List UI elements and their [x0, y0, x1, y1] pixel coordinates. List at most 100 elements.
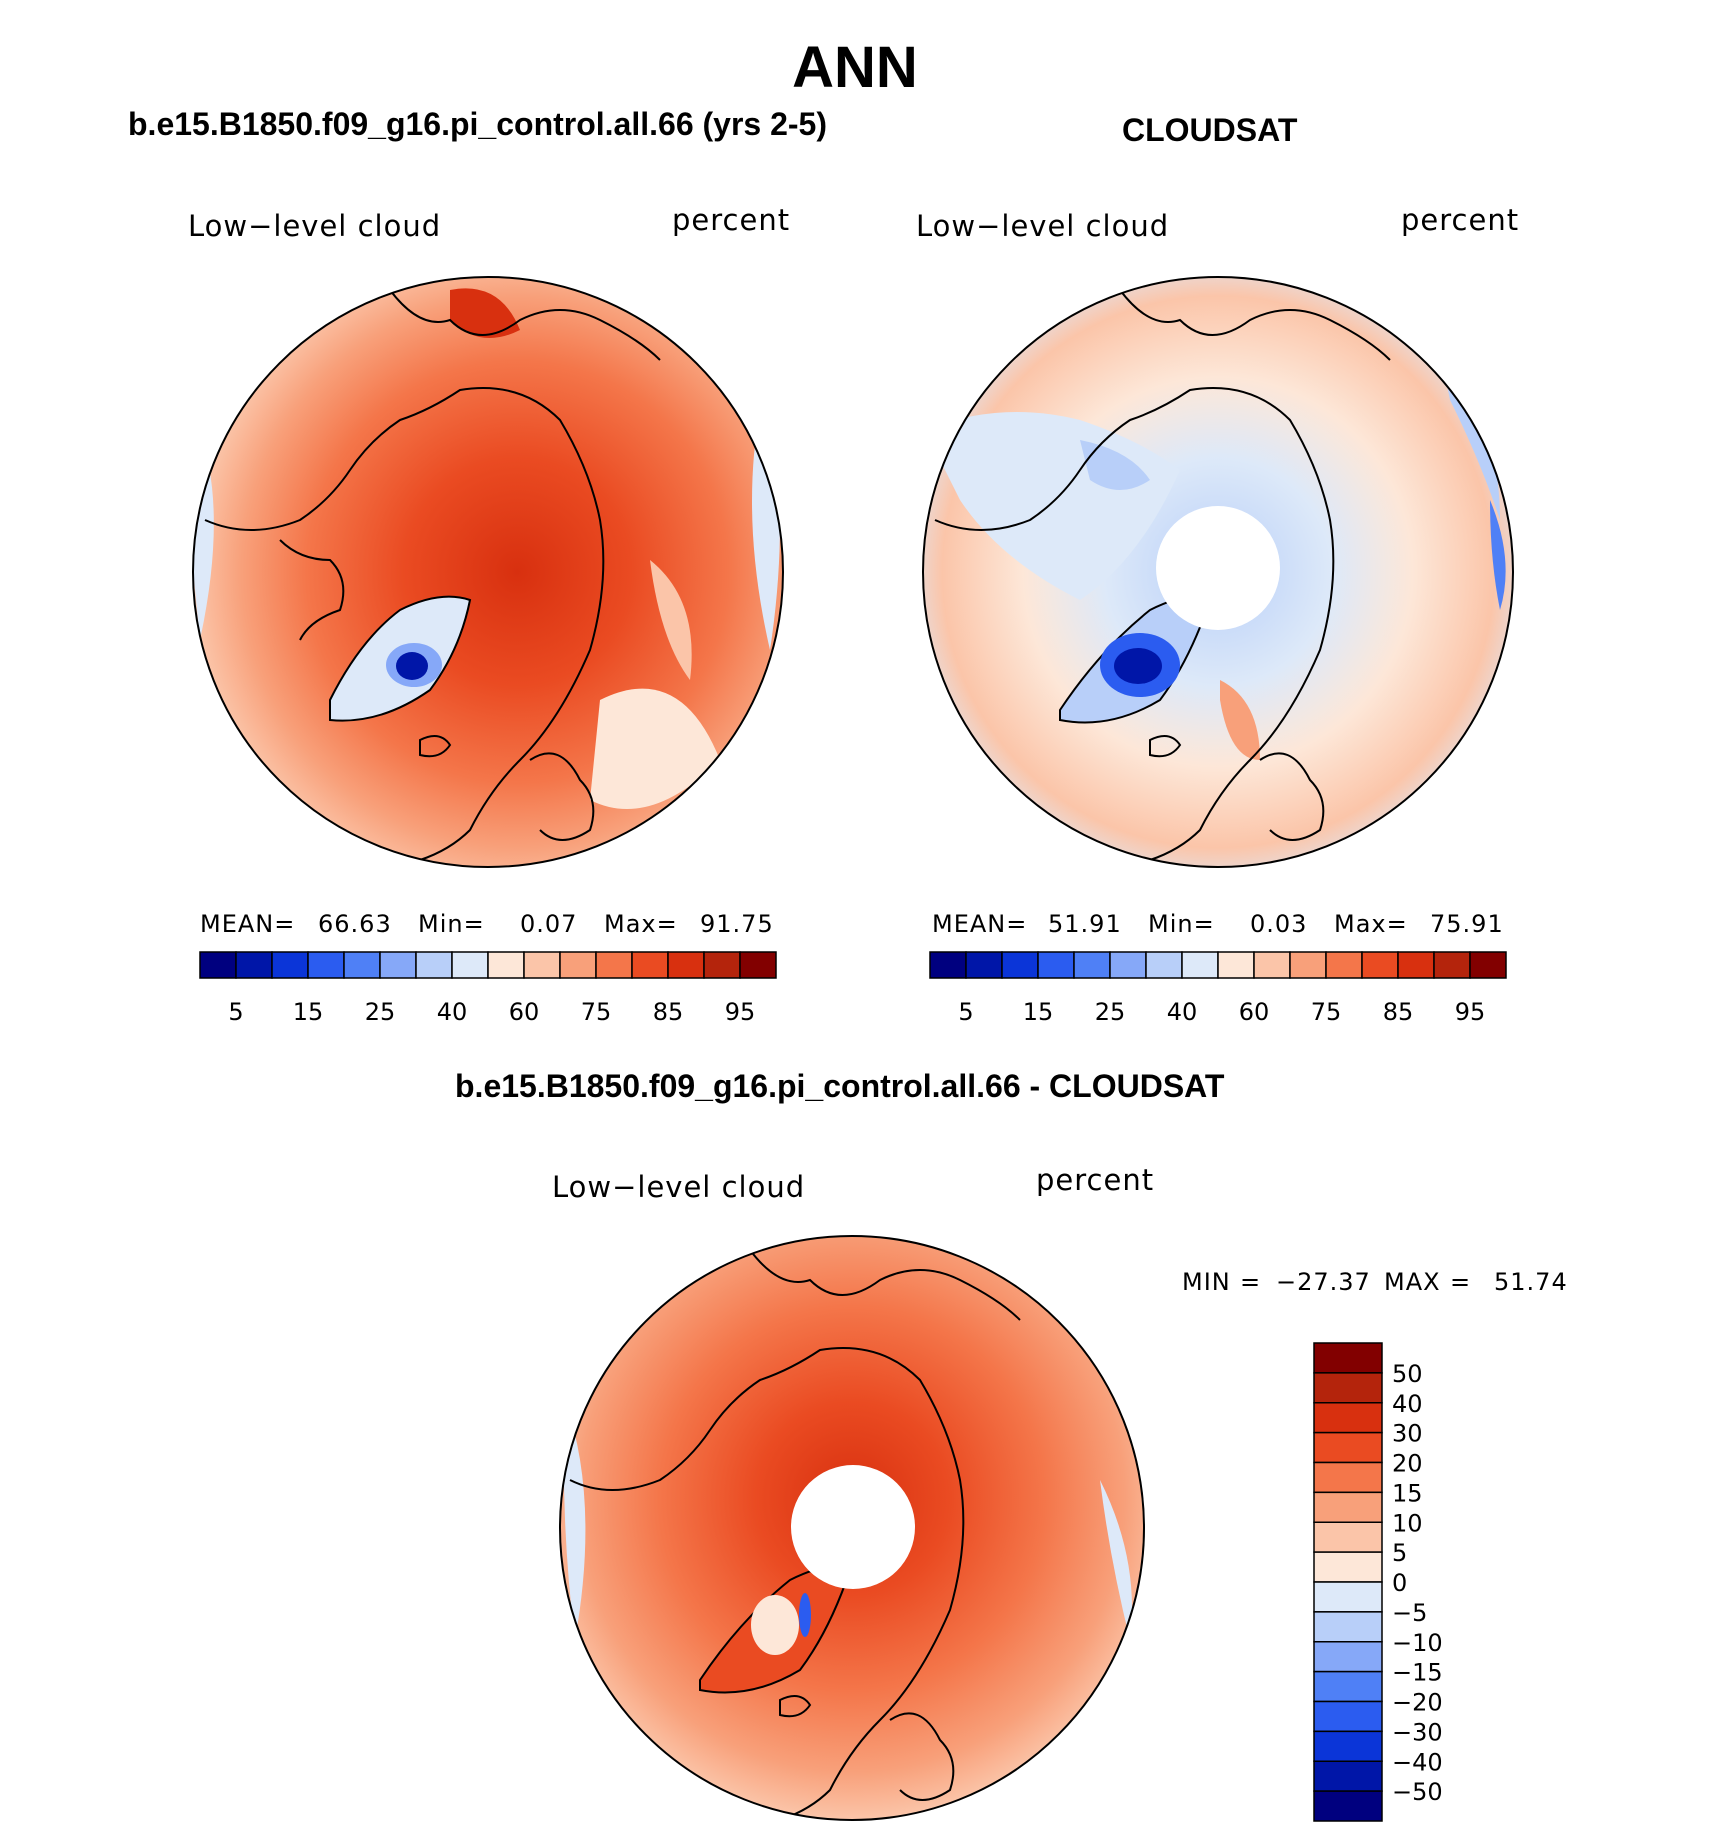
- cloudsat-colorbar-swatch: [1145, 951, 1183, 979]
- cloudsat-colorbar-swatch: [1109, 951, 1147, 979]
- model-colorbar-swatch: [415, 951, 453, 979]
- difference-units-label: percent: [1036, 1163, 1154, 1197]
- model-max-label: Max=: [604, 910, 678, 938]
- difference-colorbar-tick-label: 10: [1392, 1509, 1423, 1537]
- difference-colorbar-swatch: [1313, 1700, 1383, 1733]
- cloudsat-colorbar-tick-label: 5: [958, 998, 973, 1026]
- difference-colorbar-swatch: [1313, 1402, 1383, 1434]
- model-colorbar-swatch: [379, 951, 417, 979]
- model-panel-title: b.e15.B1850.f09_g16.pi_control.all.66 (y…: [128, 106, 827, 142]
- difference-variable-label: Low−level cloud: [552, 1170, 805, 1204]
- difference-stats: MIN = −27.37 MAX = 51.74: [1182, 1268, 1568, 1296]
- model-colorbar: 5 15 25 40 60 75 85 95: [199, 951, 777, 1026]
- model-mean-value: 66.63: [318, 910, 392, 938]
- cloudsat-min-label: Min=: [1148, 910, 1215, 938]
- cloudsat-colorbar-swatch: [1469, 951, 1507, 979]
- model-colorbar-swatch: [199, 951, 237, 979]
- difference-colorbar-swatch: [1313, 1491, 1383, 1523]
- model-colorbar-tick-label: 85: [653, 998, 684, 1026]
- model-colorbar-tick-label: 15: [293, 998, 324, 1026]
- cloudsat-colorbar-swatch: [1073, 951, 1111, 979]
- model-colorbar-swatch: [487, 951, 525, 979]
- model-colorbar-tick-label: 5: [228, 998, 243, 1026]
- difference-colorbar-tick-label: −15: [1392, 1659, 1443, 1687]
- cloudsat-colorbar-swatch: [929, 951, 967, 979]
- cloudsat-colorbar-tick-label: 60: [1239, 998, 1270, 1026]
- cloudsat-max-label: Max=: [1334, 910, 1408, 938]
- model-colorbar-swatch: [307, 951, 345, 979]
- model-min-value: 0.07: [520, 910, 577, 938]
- model-colorbar-swatch: [343, 951, 381, 979]
- model-mean-label: MEAN=: [200, 910, 295, 938]
- model-colorbar-tick-label: 25: [365, 998, 396, 1026]
- model-colorbar-swatch: [631, 951, 669, 979]
- cloudsat-colorbar-swatch: [1361, 951, 1399, 979]
- model-colorbar-tick-label: 95: [725, 998, 756, 1026]
- figure-title: ANN: [792, 35, 918, 100]
- cloudsat-mean-value: 51.91: [1048, 910, 1122, 938]
- cloudsat-colorbar-swatch: [1289, 951, 1327, 979]
- cloudsat-colorbar-swatch: [1037, 951, 1075, 979]
- difference-colorbar-tick-label: −10: [1392, 1629, 1443, 1657]
- difference-map: [559, 1235, 1145, 1821]
- difference-colorbar-tick-label: −50: [1392, 1778, 1443, 1806]
- difference-colorbar-tick-label: 50: [1392, 1360, 1423, 1388]
- cloudsat-min-value: 0.03: [1250, 910, 1307, 938]
- cloudsat-colorbar: 5 15 25 40 60 75 85 95: [929, 951, 1507, 1026]
- cloudsat-stats: MEAN= 51.91 Min= 0.03 Max= 75.91: [932, 910, 1504, 938]
- cloudsat-colorbar-tick-label: 95: [1455, 998, 1486, 1026]
- difference-colorbar-tick-label: −20: [1392, 1689, 1443, 1717]
- model-colorbar-tick-label: 75: [581, 998, 612, 1026]
- model-stats: MEAN= 66.63 Min= 0.07 Max= 91.75: [200, 910, 774, 938]
- difference-colorbar-swatch: [1313, 1521, 1383, 1553]
- difference-colorbar-swatch: [1313, 1730, 1383, 1762]
- difference-colorbar-tick-label: 15: [1392, 1479, 1423, 1507]
- difference-colorbar-tick-label: 20: [1392, 1450, 1423, 1478]
- cloudsat-panel-title: CLOUDSAT: [1122, 112, 1298, 148]
- difference-colorbar-tick-label: 40: [1392, 1390, 1423, 1418]
- cloudsat-max-value: 75.91: [1430, 910, 1504, 938]
- difference-colorbar-swatch: [1313, 1551, 1383, 1583]
- model-units-label: percent: [672, 203, 790, 237]
- difference-colorbar-swatch: [1313, 1581, 1383, 1613]
- cloudsat-colorbar-swatch: [1433, 951, 1471, 979]
- cloudsat-variable-label: Low−level cloud: [916, 209, 1169, 243]
- model-colorbar-swatch: [271, 951, 309, 979]
- model-colorbar-swatch: [523, 951, 561, 979]
- cloudsat-colorbar-swatch: [1217, 951, 1255, 979]
- model-colorbar-swatch: [667, 951, 705, 979]
- difference-colorbar-tick-label: −5: [1392, 1599, 1427, 1627]
- cloudsat-map: [922, 276, 1514, 868]
- difference-min-equals: =: [1240, 1268, 1261, 1296]
- difference-min-label: MIN: [1182, 1268, 1231, 1296]
- difference-colorbar-swatch: [1313, 1461, 1383, 1494]
- difference-colorbar-swatch: [1313, 1611, 1383, 1643]
- difference-colorbar-tick-label: 0: [1392, 1569, 1407, 1597]
- difference-colorbar-tick-label: 30: [1392, 1420, 1423, 1448]
- model-min-label: Min=: [418, 910, 485, 938]
- model-max-value: 91.75: [700, 910, 774, 938]
- difference-colorbar-swatch: [1313, 1372, 1383, 1404]
- difference-max-value: 51.74: [1494, 1268, 1568, 1296]
- cloudsat-colorbar-tick-label: 25: [1095, 998, 1126, 1026]
- cloudsat-colorbar-swatch: [965, 951, 1003, 979]
- cloudsat-mean-label: MEAN=: [932, 910, 1027, 938]
- model-colorbar-swatch: [703, 951, 741, 979]
- difference-colorbar-swatch: [1313, 1790, 1383, 1822]
- cloudsat-colorbar-swatch: [1253, 951, 1291, 979]
- cloudsat-units-label: percent: [1401, 203, 1519, 237]
- difference-colorbar-tick-label: −30: [1392, 1718, 1443, 1746]
- model-colorbar-tick-label: 60: [509, 998, 540, 1026]
- difference-colorbar-swatch: [1313, 1670, 1383, 1703]
- difference-colorbar-tick-label: 5: [1392, 1539, 1407, 1567]
- difference-max-equals: =: [1450, 1268, 1471, 1296]
- model-colorbar-swatch: [595, 951, 633, 979]
- cloudsat-colorbar-tick-label: 15: [1023, 998, 1054, 1026]
- cloudsat-colorbar-swatch: [1325, 951, 1363, 979]
- difference-colorbar-swatch: [1313, 1342, 1383, 1374]
- cloudsat-colorbar-swatch: [1001, 951, 1039, 979]
- difference-colorbar-swatch: [1313, 1431, 1383, 1464]
- model-colorbar-swatch: [559, 951, 597, 979]
